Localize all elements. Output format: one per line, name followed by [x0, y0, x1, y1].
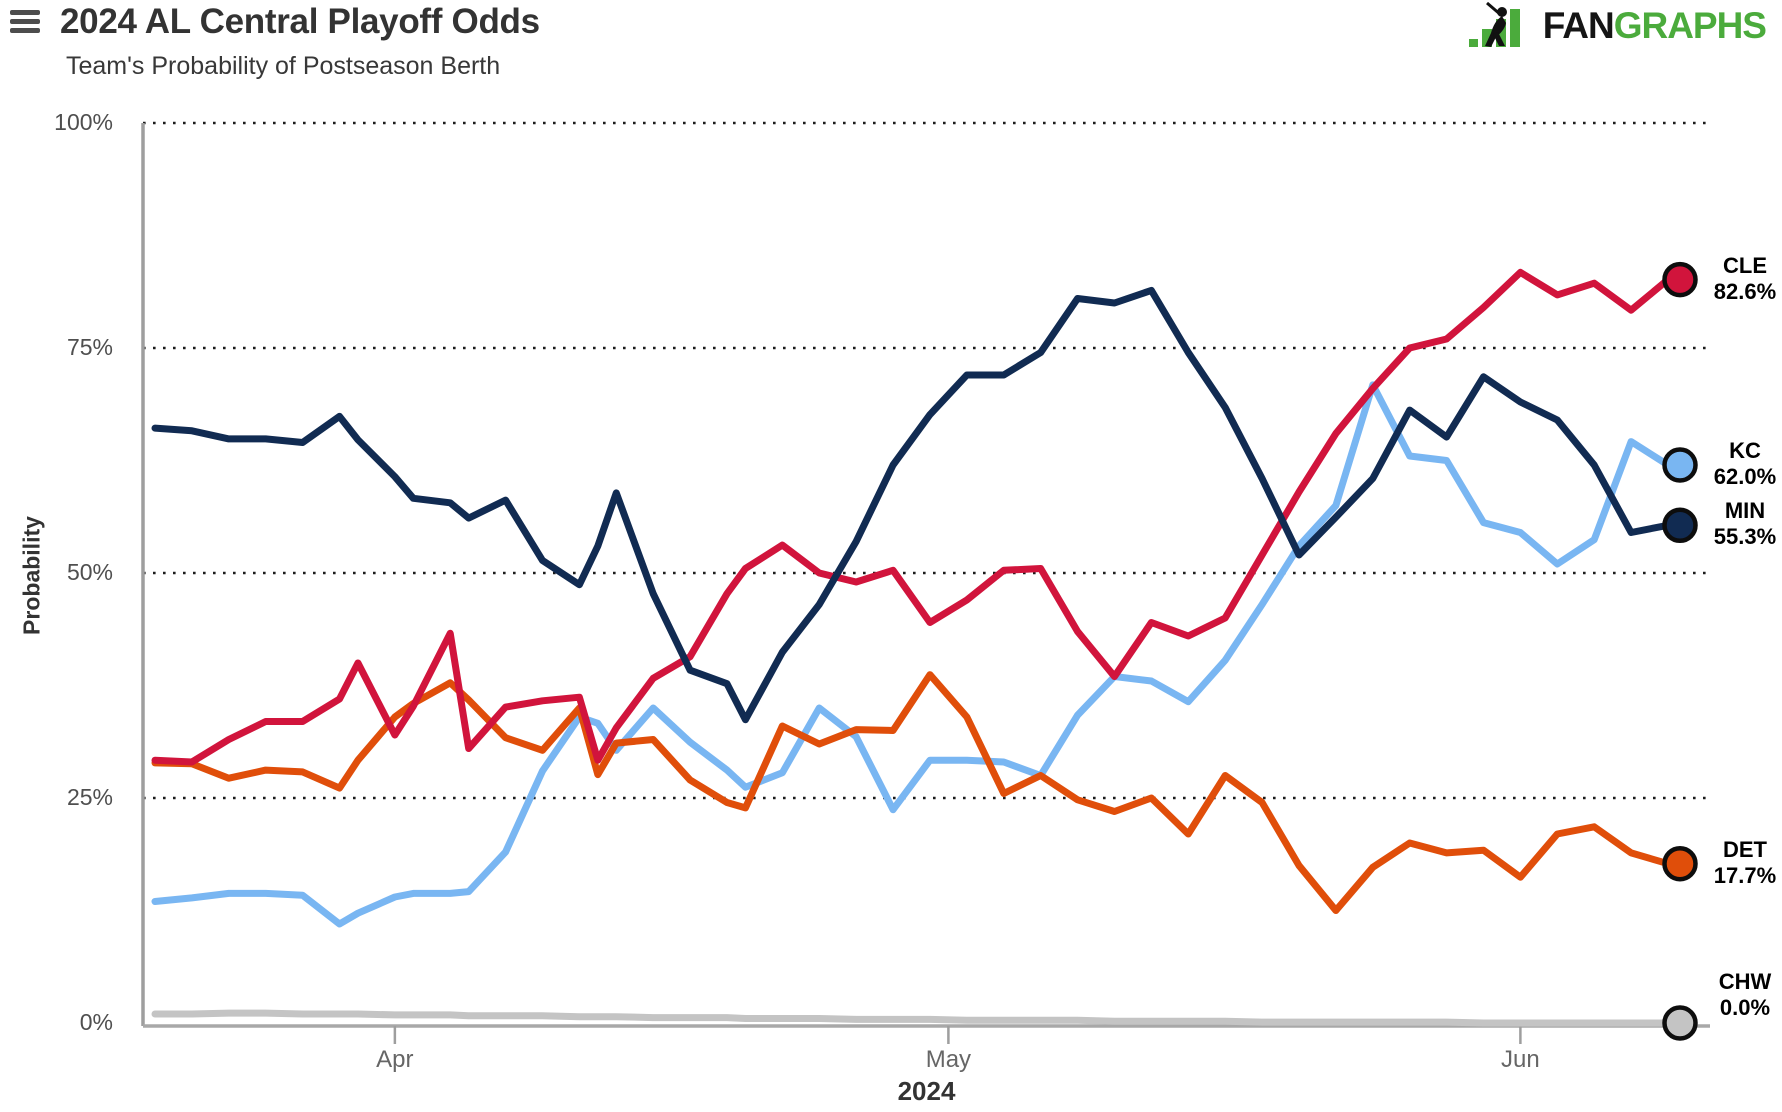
y-tick-label: 0% [79, 1009, 113, 1035]
series-label-team-CLE: CLE [1723, 252, 1767, 278]
series-label-pct-CHW: 0.0% [1719, 995, 1771, 1020]
series-label-DET: DET 17.7% [1706, 837, 1782, 889]
series-label-MIN: MIN 55.3% [1706, 498, 1782, 550]
series-label-CHW: CHW 0.0% [1706, 969, 1782, 1021]
hamburger-bar [10, 10, 40, 15]
logo-text-graphs: GRAPHS [1613, 5, 1767, 46]
series-label-pct-KC: 62.0% [1713, 464, 1777, 489]
series-label-CLE: CLE 82.6% [1706, 253, 1782, 305]
series-label-team-KC: KC [1729, 438, 1761, 463]
page-title: 2024 AL Central Playoff Odds [60, 2, 540, 41]
series-end-dot-CLE [1662, 261, 1698, 298]
series-label-KC: KC 62.0% [1706, 438, 1782, 490]
series-line-CLE [151, 268, 1684, 766]
y-tick-label: 100% [54, 109, 113, 135]
series-label-team-CHW: CHW [1718, 969, 1772, 994]
series-end-dot-CHW [1662, 1005, 1698, 1041]
hamburger-bar [10, 28, 40, 33]
series-line-CHW [151, 1009, 1684, 1027]
hamburger-bar [10, 19, 40, 24]
series-line-DET [151, 671, 1684, 914]
fangraphs-logo[interactable]: FAN GRAPHS [1467, 2, 1767, 48]
y-tick-label: 50% [66, 559, 113, 585]
logo-text-fan: FAN [1542, 5, 1615, 46]
hamburger-menu-icon[interactable] [10, 10, 42, 38]
series-label-team-MIN: MIN [1724, 498, 1766, 524]
series-label-team-DET: DET [1723, 836, 1767, 862]
series-line-MIN [151, 286, 1684, 724]
series-end-dot-KC [1662, 447, 1698, 483]
y-tick-label: 25% [66, 784, 113, 810]
series-end-dot-DET [1662, 845, 1698, 882]
series-label-pct-CLE: 82.6% [1713, 278, 1777, 304]
x-tick-label: Apr [376, 1046, 414, 1073]
x-tick-label: May [925, 1046, 972, 1073]
y-tick-label: 75% [66, 334, 113, 360]
fangraphs-logo-batter-icon [1468, 2, 1520, 47]
series-end-dot-MIN [1662, 507, 1698, 544]
series-line-KC [151, 381, 1684, 928]
page-subtitle: Team's Probability of Postseason Berth [66, 52, 501, 80]
series-label-pct-DET: 17.7% [1713, 862, 1777, 888]
series-label-pct-MIN: 55.3% [1713, 524, 1777, 550]
x-axis-title: 2024 [897, 1076, 956, 1106]
x-tick-label: Jun [1501, 1046, 1540, 1073]
